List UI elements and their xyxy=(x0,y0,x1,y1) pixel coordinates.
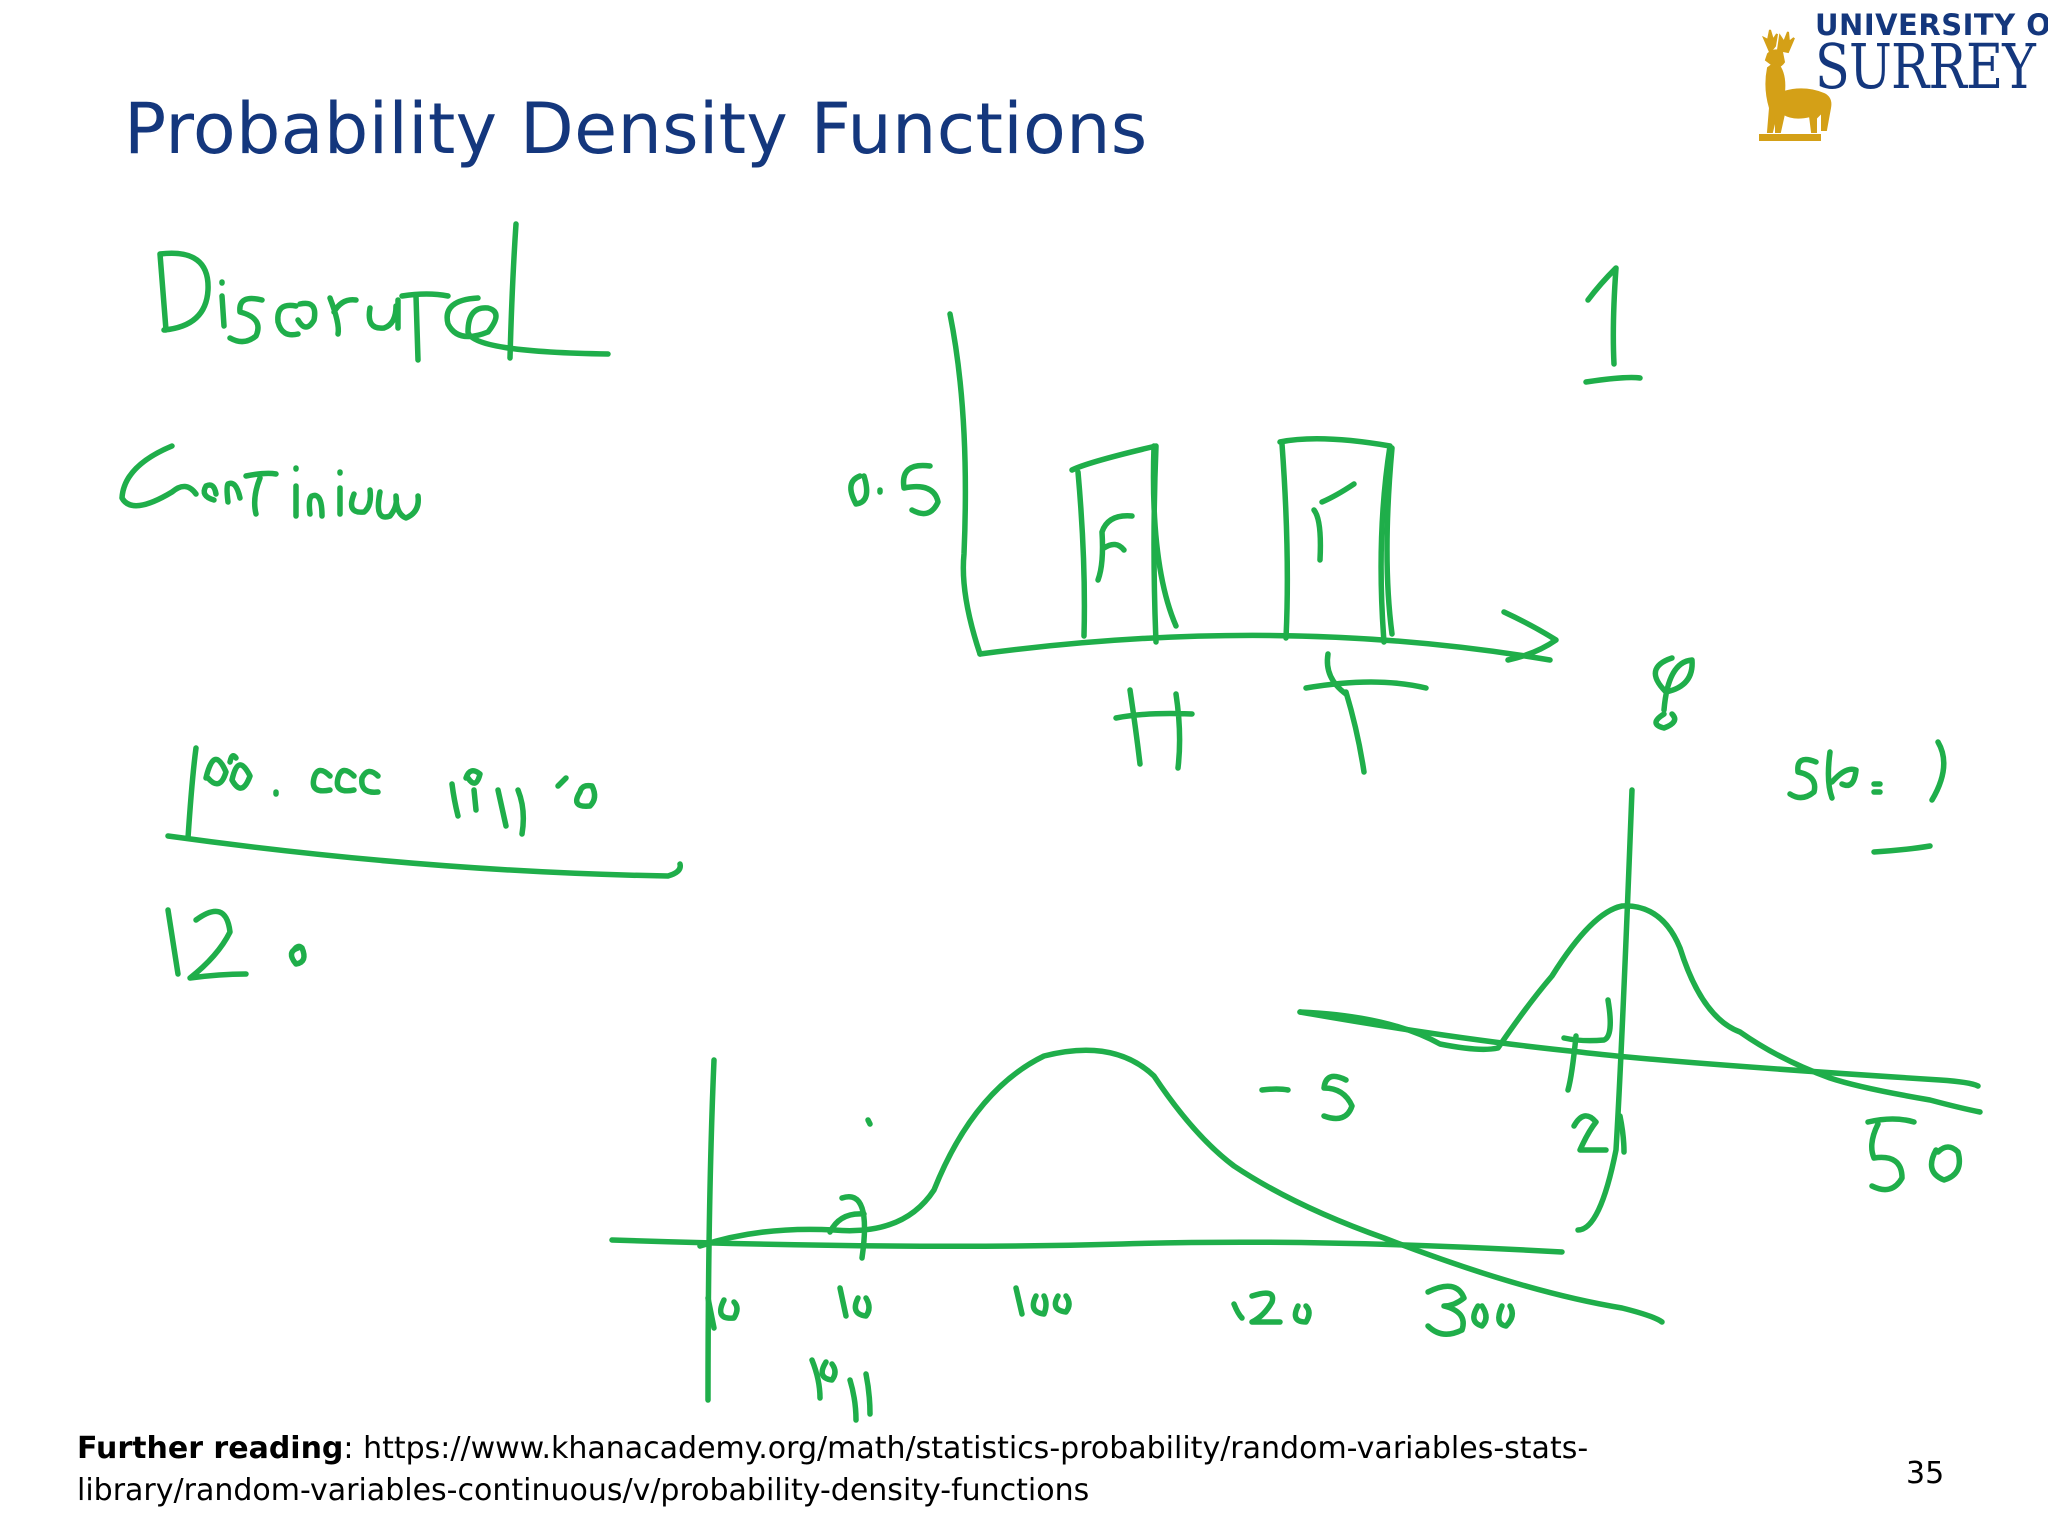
stag-icon xyxy=(1759,29,1832,141)
handwriting-continuous xyxy=(119,443,421,521)
further-reading-url[interactable]: https://www.khanacademy.org/math/statist… xyxy=(77,1431,1589,1508)
handwriting-120 xyxy=(165,907,307,981)
further-reading: Further reading: https://www.khanacademy… xyxy=(77,1428,1737,1512)
continuous-density-chart xyxy=(609,1047,1665,1423)
logo-line-2: SURREY xyxy=(1815,30,2036,103)
handwriting-one xyxy=(1583,265,1643,385)
further-reading-label: Further reading xyxy=(77,1431,344,1466)
handwriting-fraction xyxy=(165,745,683,879)
further-reading-separator: : xyxy=(343,1431,364,1466)
handwriting-discrete xyxy=(157,221,611,363)
discrete-probability-chart xyxy=(848,311,1559,775)
logo-line-1: UNIVERSITY OF xyxy=(1815,8,2048,42)
slide-title: Probability Density Functions xyxy=(124,88,1148,170)
page-number: 35 xyxy=(1906,1456,1945,1491)
normal-density-chart xyxy=(1259,655,1983,1233)
